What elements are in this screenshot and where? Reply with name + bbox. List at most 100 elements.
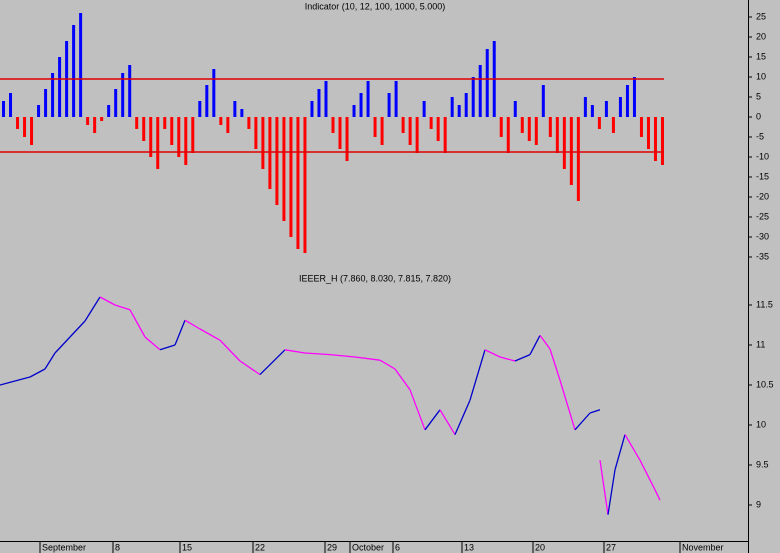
histogram-bar <box>499 117 503 137</box>
price-segment <box>624 434 641 461</box>
histogram-bar <box>58 57 62 117</box>
price-segment <box>159 344 176 351</box>
price-segment <box>654 489 661 501</box>
histogram-bar <box>373 117 377 137</box>
histogram-bar <box>93 117 97 133</box>
histogram-bar <box>520 117 524 133</box>
histogram-bar <box>37 105 41 117</box>
histogram-bar <box>478 65 482 117</box>
histogram-bar <box>436 117 440 141</box>
price-segment <box>199 328 221 341</box>
histogram-bar <box>569 117 573 185</box>
histogram-bar <box>387 93 391 117</box>
y-tick-label: -5 <box>756 131 764 141</box>
price-segment <box>439 409 456 435</box>
histogram-bar <box>289 117 293 237</box>
y-tick-label: 10 <box>756 419 766 429</box>
histogram-bar <box>30 117 34 145</box>
price-segment <box>424 409 441 431</box>
y-tick-label: -35 <box>756 251 769 261</box>
price-segment <box>0 380 16 386</box>
histogram-bar <box>303 117 307 253</box>
histogram-bar <box>513 101 517 117</box>
x-tick-label: 29 <box>327 542 337 552</box>
histogram-bar <box>471 77 475 117</box>
histogram-bar <box>555 117 559 153</box>
histogram-bar <box>527 117 531 141</box>
histogram-bar <box>100 117 104 121</box>
y-tick-label: 10 <box>756 71 766 81</box>
histogram-bar <box>562 117 566 169</box>
price-segment <box>469 349 486 401</box>
histogram-bar <box>247 117 251 129</box>
histogram-bar <box>632 77 636 117</box>
histogram-bar <box>9 93 13 117</box>
price-segment <box>614 434 626 470</box>
x-tick-label: 13 <box>464 542 474 552</box>
histogram-bar <box>534 117 538 145</box>
histogram-bar <box>408 117 412 145</box>
price-segment <box>259 349 286 376</box>
y-tick-label: -10 <box>756 151 769 161</box>
histogram-bar <box>611 117 615 133</box>
y-tick-label: 11.5 <box>756 299 773 309</box>
histogram-bar <box>583 97 587 117</box>
y-tick-label: -25 <box>756 211 769 221</box>
histogram-bar <box>149 117 153 157</box>
price-segment <box>539 335 551 350</box>
price-segment <box>144 336 161 351</box>
histogram-bar <box>639 117 643 137</box>
histogram-bar <box>170 117 174 145</box>
histogram-bar <box>464 93 468 117</box>
price-segment <box>44 352 56 370</box>
histogram-bar <box>79 13 83 117</box>
histogram-bar <box>394 81 398 117</box>
y-tick-label: 10.5 <box>756 379 774 389</box>
histogram-bar <box>324 81 328 117</box>
y-tick-label: 11 <box>756 339 765 349</box>
histogram-bar <box>359 93 363 117</box>
price-segment <box>239 360 261 376</box>
histogram-bar <box>590 105 594 117</box>
histogram-bar <box>338 117 342 149</box>
histogram-bar <box>296 117 300 249</box>
y-tick-label: -20 <box>756 191 769 201</box>
price-segment <box>84 296 101 322</box>
histogram-bar <box>205 85 209 117</box>
histogram-bar <box>261 117 265 169</box>
x-tick-label: 20 <box>535 542 545 552</box>
histogram-bar <box>646 117 650 149</box>
histogram-bar <box>275 117 279 205</box>
price-segment <box>284 349 306 354</box>
histogram-bar <box>51 73 55 117</box>
price-segment <box>99 296 116 306</box>
y-tick-label: 9 <box>756 499 761 509</box>
histogram-bar <box>233 101 237 117</box>
price-segment <box>599 460 609 515</box>
histogram-bar <box>331 117 335 133</box>
histogram-bar <box>597 117 601 129</box>
histogram-bar <box>345 117 349 161</box>
histogram-bar <box>212 69 216 117</box>
top-title: Indicator (10, 12, 100, 1000, 5.000) <box>305 1 446 11</box>
price-segment <box>559 380 576 430</box>
y-tick-label: -30 <box>756 231 769 241</box>
y-tick-label: 0 <box>756 111 761 121</box>
bottom-title: IEEER_H (7.860, 8.030, 7.815, 7.820) <box>299 273 451 283</box>
price-segment <box>69 320 86 338</box>
histogram-bar <box>380 117 384 145</box>
x-tick-label: September <box>42 542 86 552</box>
histogram-bar <box>226 117 230 133</box>
histogram-bar <box>142 117 146 141</box>
histogram-bar <box>16 117 20 129</box>
x-tick-label: 15 <box>182 542 192 552</box>
price-segment <box>379 359 396 370</box>
price-segment <box>304 352 331 356</box>
x-tick-label: November <box>682 542 724 552</box>
histogram-bar <box>429 117 433 129</box>
price-segment <box>14 376 31 382</box>
x-tick-label: 27 <box>606 542 616 552</box>
price-segment <box>484 349 501 358</box>
histogram-bar <box>23 117 27 137</box>
